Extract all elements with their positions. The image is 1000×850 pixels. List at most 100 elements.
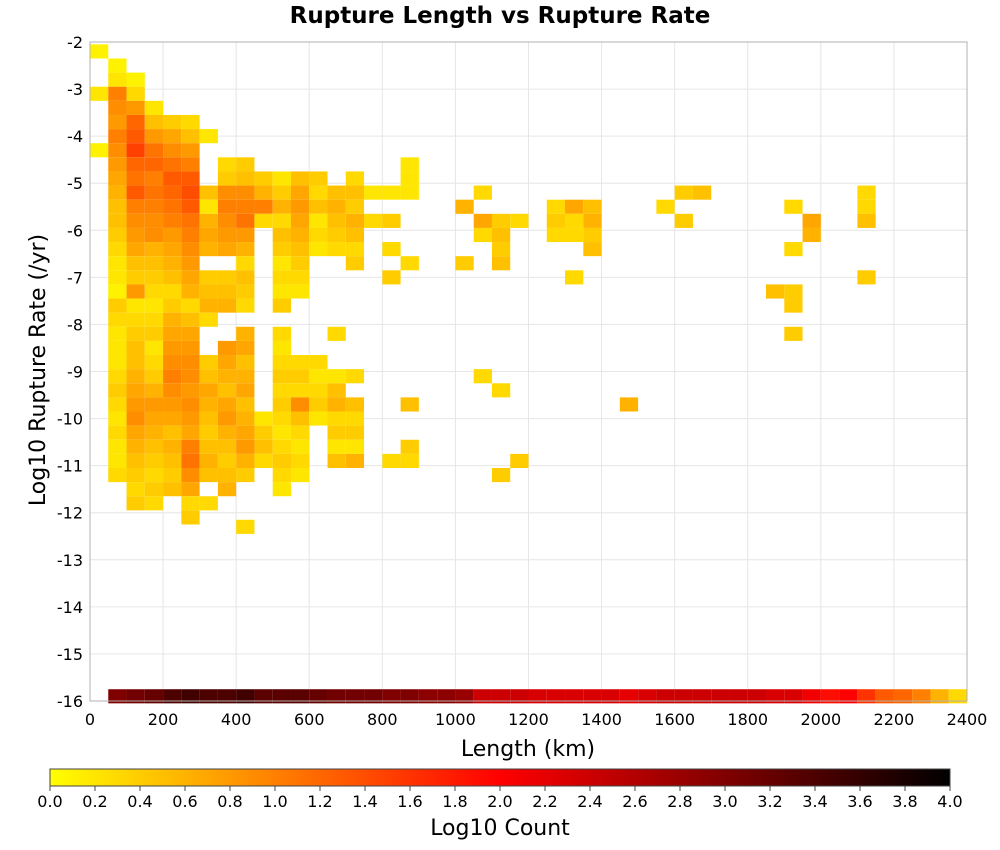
heatmap-cell	[455, 689, 474, 704]
y-axis-label: Log10 Rupture Rate (/yr)	[26, 234, 51, 506]
heatmap-cell	[108, 185, 127, 200]
y-axis-ticks: -2 -3 -4 -5 -6 -7 -8 -9 -10 -11 -12 -13 -14 -15 -16	[57, 33, 83, 711]
heatmap-cell	[272, 199, 291, 214]
heatmap-cell	[345, 397, 365, 412]
heatmap-cell	[236, 369, 255, 384]
heatmap-cell	[236, 242, 255, 257]
heatmap-cell	[163, 227, 182, 243]
heatmap-cell	[90, 86, 109, 101]
heatmap-cell	[455, 199, 474, 214]
heatmap-cell	[473, 227, 492, 243]
heatmap-cell	[309, 199, 328, 214]
heatmap-cell	[199, 689, 218, 704]
heatmap-cell	[345, 185, 365, 200]
heatmap-cell	[272, 453, 291, 468]
heatmap-cell	[126, 185, 145, 200]
heatmap-cell	[875, 689, 894, 704]
heatmap-cell	[345, 227, 365, 243]
heatmap-cell	[565, 199, 584, 214]
heatmap-cell	[674, 213, 693, 228]
heatmap-cell	[382, 453, 401, 468]
heatmap-cell	[290, 256, 310, 271]
heatmap-cell	[272, 397, 291, 412]
heatmap-cell	[163, 453, 182, 468]
colorbar-tick-label: 0.0	[37, 792, 62, 811]
colorbar-tick-label: 2.6	[622, 792, 647, 811]
heatmap-cell	[309, 369, 328, 384]
heatmap-cell	[272, 213, 291, 228]
heatmap-cell	[674, 185, 693, 200]
heatmap-cell	[236, 689, 255, 704]
heatmap-cell	[290, 369, 310, 384]
heatmap-cell	[272, 383, 291, 398]
heatmap-cell	[181, 369, 200, 384]
heatmap-cell	[583, 199, 602, 214]
heatmap-cell	[692, 689, 712, 704]
heatmap-cell	[619, 689, 639, 704]
heatmap-cell	[126, 496, 145, 511]
heatmap-cell	[126, 199, 145, 214]
heatmap-cell	[108, 411, 127, 426]
heatmap-cell	[272, 185, 291, 200]
heatmap-cell	[181, 510, 200, 525]
heatmap-cell	[181, 256, 200, 271]
heatmap-cell	[382, 213, 401, 228]
heatmap-cell	[199, 284, 218, 299]
heatmap-cell	[382, 242, 401, 257]
heatmap-cell	[345, 242, 365, 257]
heatmap-cell	[254, 425, 273, 440]
heatmap-cell	[181, 129, 200, 144]
heatmap-cell	[163, 383, 182, 398]
heatmap-cell	[309, 689, 328, 704]
heatmap-cell	[108, 256, 127, 271]
heatmap-cell	[163, 439, 182, 454]
heatmap-cell	[364, 185, 383, 200]
heatmap-cell	[290, 284, 310, 299]
heatmap-cell	[126, 312, 145, 327]
heatmap-cell	[473, 689, 492, 704]
heatmap-cell	[236, 519, 255, 534]
heatmap-cell	[217, 284, 237, 299]
heatmap-cell	[217, 689, 237, 704]
heatmap-cell	[254, 171, 273, 186]
heatmap-cell	[126, 256, 145, 271]
heatmap-cell	[364, 689, 383, 704]
heatmap-cell	[766, 689, 785, 704]
heatmap-cell	[108, 369, 127, 384]
y-tick-label: -4	[67, 127, 83, 146]
colorbar-tick-label: 3.0	[712, 792, 737, 811]
heatmap-cell	[163, 129, 182, 144]
heatmap-cell	[327, 199, 346, 214]
heatmap-cell	[199, 129, 218, 144]
heatmap-cell	[345, 256, 365, 271]
heatmap-cell	[217, 397, 237, 412]
heatmap-cell	[199, 355, 218, 370]
heatmap-cell	[309, 185, 328, 200]
heatmap-cell	[254, 453, 273, 468]
heatmap-cell	[272, 242, 291, 257]
colorbar-ticks: 0.0 0.2 0.4 0.6 0.8 1.0 1.2 1.4 1.6 1.8 2.0 2.2 2.4 2…	[37, 786, 963, 811]
heatmap-cell	[546, 227, 566, 243]
heatmap-cell	[272, 369, 291, 384]
heatmap-cell	[181, 397, 200, 412]
heatmap-cell	[144, 213, 164, 228]
heatmap-cell	[656, 199, 675, 214]
heatmap-cell	[108, 284, 127, 299]
heatmap-cell	[309, 397, 328, 412]
heatmap-cell	[309, 171, 328, 186]
heatmap-cell	[144, 369, 164, 384]
heatmap-cell	[108, 100, 127, 115]
heatmap-cell	[144, 129, 164, 144]
heatmap-cell	[126, 157, 145, 172]
heatmap-cell	[546, 199, 566, 214]
heatmap-cell	[163, 689, 182, 704]
heatmap-cell	[290, 425, 310, 440]
heatmap-cell	[327, 453, 346, 468]
heatmap-cell	[254, 439, 273, 454]
heatmap-cell	[108, 242, 127, 257]
y-tick-label: -11	[57, 457, 83, 476]
heatmap-cell	[309, 213, 328, 228]
heatmap-cell	[692, 185, 712, 200]
heatmap-cell	[784, 284, 803, 299]
